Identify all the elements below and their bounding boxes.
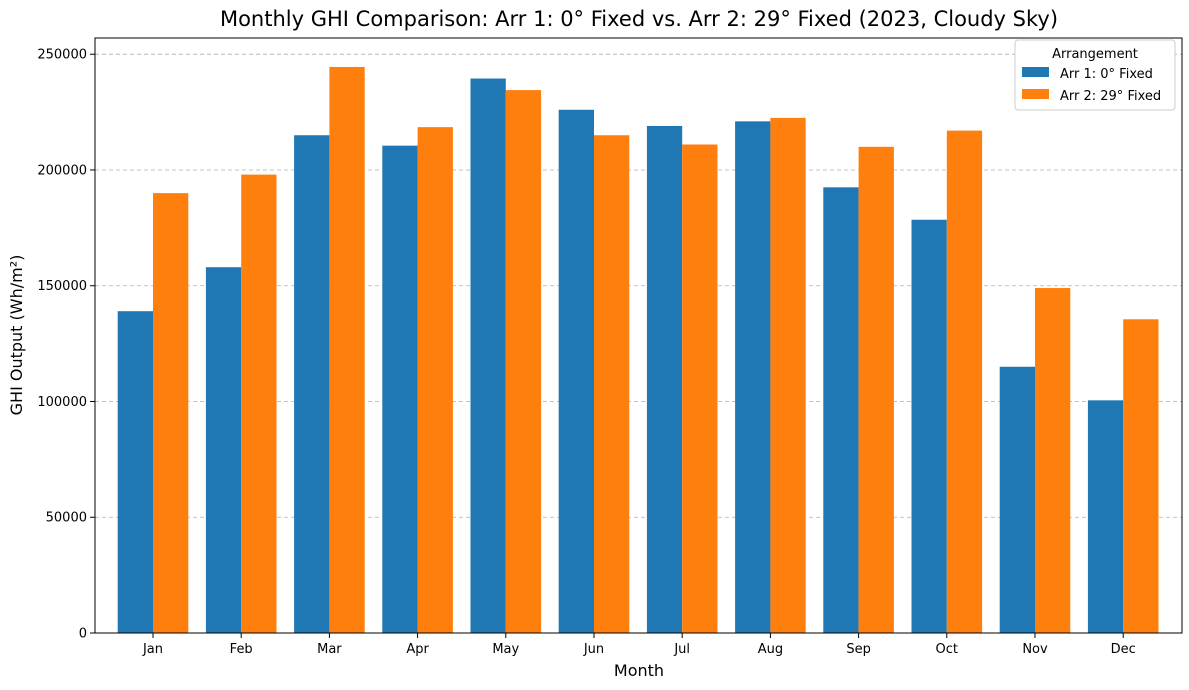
bar-arr1-dec (1087, 400, 1124, 633)
x-tick-label: Jan (142, 642, 163, 657)
bar-arr1-apr (382, 145, 418, 633)
chart-title: Monthly GHI Comparison: Arr 1: 0° Fixed … (220, 7, 1058, 31)
x-tick-label: Nov (1022, 642, 1048, 657)
bar-arr1-may (470, 78, 506, 633)
bar-arr1-sep (823, 187, 859, 633)
y-axis: 0 50000 100000 150000 200000 250000 (37, 48, 95, 642)
bar-arr2-feb (241, 174, 277, 633)
bars (117, 66, 1159, 634)
y-tick-label: 50000 (46, 511, 87, 526)
x-tick-label: Sep (846, 642, 871, 657)
bar-arr2-aug (770, 117, 806, 634)
x-tick-label: Mar (317, 642, 342, 657)
bar-arr2-jun (594, 135, 630, 633)
bar-arr2-dec (1123, 319, 1159, 633)
x-axis-title: Month (614, 661, 664, 680)
y-axis-title: GHI Output (Wh/m²) (7, 255, 26, 416)
legend-swatch-arr1 (1022, 67, 1049, 77)
x-tick-label: Oct (936, 642, 958, 657)
x-tick-label: Jun (583, 642, 604, 657)
bar-arr1-oct (911, 219, 947, 633)
bar-arr2-may (505, 90, 542, 634)
bar-arr1-nov (999, 366, 1035, 633)
y-tick-label: 200000 (37, 163, 87, 178)
bar-arr2-jul (682, 144, 718, 633)
plot-frame (94, 37, 1183, 634)
x-tick-label: May (492, 642, 519, 657)
bar-arr2-mar (329, 66, 365, 633)
legend-label-arr2: Arr 2: 29° Fixed (1060, 89, 1161, 104)
legend-title: Arrangement (1052, 47, 1138, 62)
bar-arr1-aug (735, 121, 771, 633)
bar-arr1-jul (646, 125, 683, 633)
x-tick-label: Jul (673, 642, 690, 657)
bar-arr1-jun (558, 109, 594, 633)
bar-arr1-jan (117, 311, 153, 633)
bar-arr2-sep (858, 146, 894, 633)
legend-swatch-arr2 (1022, 89, 1049, 99)
x-tick-label: Aug (758, 642, 783, 657)
bar-arr1-mar (294, 135, 330, 633)
legend-label-arr1: Arr 1: 0° Fixed (1060, 67, 1153, 82)
bar-arr2-jan (153, 193, 189, 633)
y-tick-label: 150000 (37, 279, 87, 294)
bar-arr2-oct (946, 130, 983, 634)
x-axis: Jan Feb Mar Apr May Jun Jul Aug Sep Oct Nov Dec (142, 633, 1136, 657)
bar-arr2-nov (1035, 288, 1071, 633)
x-tick-label: Feb (230, 642, 253, 657)
legend: Arrangement Arr 1: 0° Fixed Arr 2: 29° F… (1014, 39, 1176, 111)
x-tick-label: Dec (1111, 642, 1136, 657)
y-tick-label: 100000 (37, 395, 87, 410)
bar-arr2-apr (417, 127, 453, 633)
bar-arr1-feb (205, 267, 242, 633)
legend-box (1014, 39, 1176, 111)
x-tick-label: Apr (406, 642, 429, 657)
y-tick-label: 250000 (37, 48, 87, 63)
y-tick-label: 0 (79, 627, 87, 642)
